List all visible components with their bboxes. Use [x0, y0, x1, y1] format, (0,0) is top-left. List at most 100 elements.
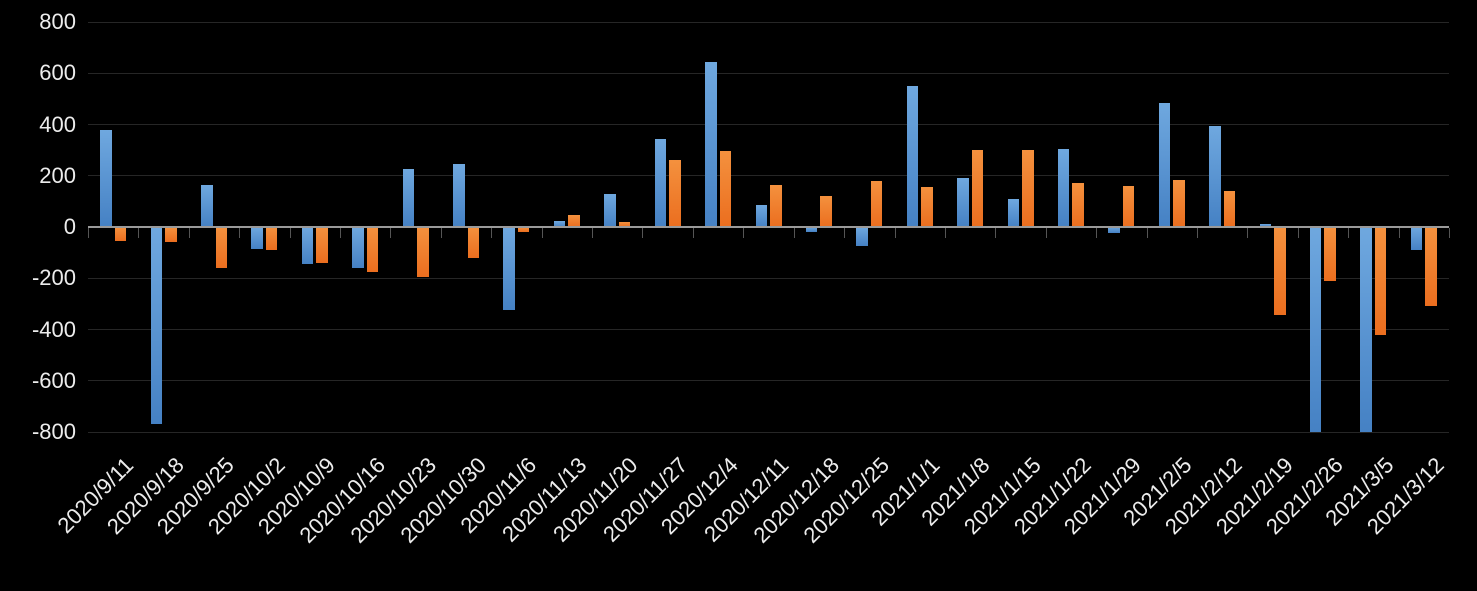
bar-blue [1209, 125, 1221, 227]
y-axis-label: 800 [39, 9, 76, 34]
gridline [88, 277, 1449, 279]
bar-blue [1007, 198, 1020, 227]
bar-orange [1223, 191, 1236, 227]
bar-blue [150, 227, 163, 425]
category-axis-tick [188, 228, 190, 238]
category-axis-tick [844, 228, 846, 238]
bar-orange [1324, 227, 1336, 281]
y-axis-label: 200 [39, 162, 76, 188]
bar-orange [114, 227, 127, 242]
bar-blue [957, 178, 969, 227]
category-axis-tick [1449, 228, 1450, 238]
category-axis-tick [340, 228, 342, 238]
bar-blue [1108, 227, 1120, 234]
category-axis-tick [440, 228, 442, 238]
bar-orange [1274, 227, 1286, 316]
category-axis-tick [289, 228, 291, 238]
bar-orange [568, 215, 580, 227]
category-axis-tick [894, 228, 896, 238]
category-axis-tick [1247, 228, 1249, 238]
category-axis-tick [1297, 228, 1299, 238]
bar-blue [805, 227, 818, 233]
bar-orange [366, 227, 379, 272]
bar-orange [467, 227, 480, 258]
bar-orange [770, 184, 782, 227]
bar-blue [1410, 227, 1423, 251]
category-axis-tick [1096, 228, 1098, 238]
category-axis-tick [541, 228, 543, 238]
bar-blue [100, 129, 112, 227]
y-axis-label: 0 [63, 214, 76, 239]
bar-orange [1022, 150, 1034, 227]
bar-orange [1374, 227, 1387, 335]
bar-orange [265, 227, 278, 251]
bar-orange [1173, 179, 1185, 227]
category-axis-tick [1348, 228, 1350, 238]
y-axis-label: -600 [31, 367, 76, 393]
bar-blue [402, 169, 415, 227]
category-axis-tick [944, 228, 946, 238]
bar-orange [618, 221, 631, 227]
bar-blue [1259, 224, 1272, 227]
gridline [88, 380, 1449, 382]
category-axis-tick [1196, 228, 1198, 238]
bar-blue [201, 184, 213, 227]
y-axis-label: 400 [39, 111, 76, 137]
bar-blue [856, 227, 868, 247]
category-axis-tick [1146, 228, 1148, 238]
bar-orange [165, 227, 177, 243]
bar-orange [417, 227, 429, 277]
bar-blue [906, 86, 919, 227]
bar-orange [971, 150, 984, 227]
bar-orange [517, 227, 530, 233]
category-axis-tick [1045, 228, 1047, 238]
category-axis-tick [995, 228, 997, 238]
category-axis-tick [642, 228, 644, 238]
category-axis-tick [88, 228, 89, 238]
gridline [88, 124, 1449, 125]
category-axis-tick [1398, 228, 1400, 238]
bar-blue [503, 227, 515, 311]
y-axis-label: 600 [39, 60, 76, 86]
category-axis-tick [592, 228, 594, 238]
bar-blue [553, 220, 566, 227]
bar-blue [1309, 227, 1322, 432]
bar-blue [453, 164, 465, 227]
bar-blue [604, 193, 616, 227]
bar-blue [755, 205, 767, 227]
bar-blue [705, 61, 717, 227]
y-axis-label: -400 [31, 316, 76, 342]
bar-orange [669, 160, 681, 227]
bar-orange [316, 227, 328, 263]
bar-orange [1425, 227, 1437, 307]
bar-blue [251, 227, 263, 249]
category-axis-tick [138, 228, 140, 238]
bar-blue [1057, 148, 1070, 227]
bar-orange [870, 180, 883, 227]
bar-orange [921, 187, 933, 227]
bar-blue [301, 227, 314, 265]
category-axis-tick [491, 228, 493, 238]
y-axis-label: -800 [31, 419, 76, 444]
bar-blue [1360, 227, 1372, 432]
category-axis-tick [390, 228, 392, 238]
bar-orange [1122, 186, 1135, 227]
y-axis-label: -200 [31, 265, 76, 291]
bar-orange [719, 151, 732, 227]
bar-orange [1072, 183, 1084, 227]
gridline [88, 431, 1449, 433]
gridline [88, 175, 1449, 177]
gridline [88, 329, 1449, 330]
category-axis-tick [692, 228, 694, 238]
gridline [88, 72, 1449, 74]
category-axis-tick [239, 228, 241, 238]
bar-blue [654, 138, 667, 227]
bar-orange [215, 227, 228, 268]
gridline [88, 21, 1449, 23]
category-axis-tick [743, 228, 745, 238]
bar-blue [352, 227, 364, 268]
bar-blue [1158, 102, 1171, 227]
category-axis-tick [793, 228, 795, 238]
zero-axis-line [88, 226, 1449, 228]
